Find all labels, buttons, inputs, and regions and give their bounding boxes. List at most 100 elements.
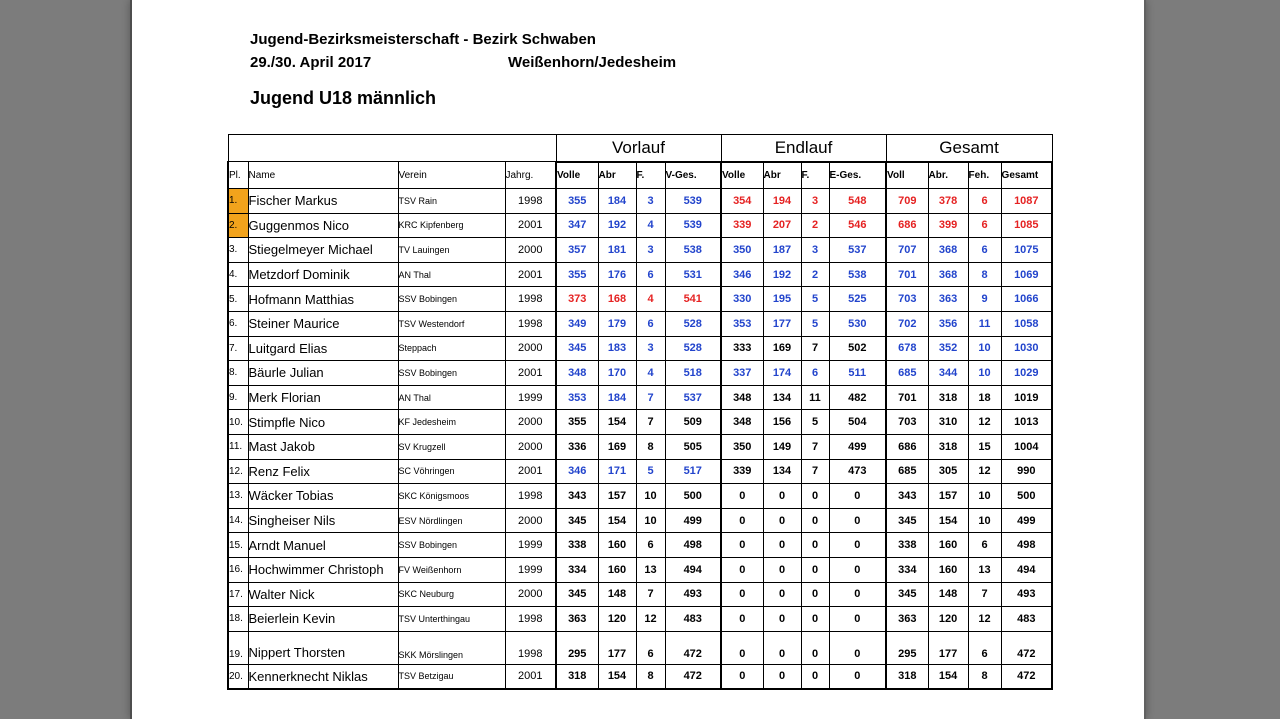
cell-endlauf-2: 7	[800, 335, 830, 362]
cell-year: 1999	[504, 532, 557, 558]
cell-year: 2001	[504, 261, 557, 288]
cell-place: 6.	[227, 310, 249, 337]
cell-vorlauf-2: 13	[635, 556, 666, 583]
cell-endlauf-3: 530	[828, 310, 888, 337]
table-row: 5. Hofmann Matthias SSV Bobingen 1998 373 168…	[227, 286, 1054, 312]
cell-place: 16.	[227, 556, 249, 583]
cell-endlauf-2: 0	[800, 630, 830, 665]
column-header-6: F.	[635, 161, 666, 189]
cell-gesamt-3: 1058	[1000, 310, 1054, 337]
cell-endlauf-1: 0	[762, 532, 802, 558]
cell-vorlauf-1: 184	[597, 384, 637, 411]
cell-gesamt-0: 686	[885, 433, 929, 460]
cell-gesamt-3: 1066	[1000, 286, 1054, 312]
cell-endlauf-0: 348	[720, 384, 764, 411]
cell-name: Hochwimmer Christoph	[247, 556, 399, 583]
column-header-3: Jahrg.	[504, 161, 557, 189]
cell-gesamt-0: 318	[885, 663, 929, 690]
cell-club: TV Lauingen	[397, 237, 506, 263]
cell-gesamt-3: 500	[1000, 483, 1054, 509]
cell-year: 2001	[504, 212, 557, 239]
cell-vorlauf-0: 363	[555, 606, 599, 632]
cell-gesamt-2: 7	[967, 581, 1002, 608]
cell-place: 9.	[227, 384, 249, 411]
cell-club: SKK Mörslingen	[397, 630, 506, 665]
table-row: 10. Stimpfle Nico KF Jedesheim 2000 355 154 7 5…	[227, 409, 1054, 435]
cell-year: 1998	[504, 310, 557, 337]
cell-vorlauf-1: 120	[597, 606, 637, 632]
group-header-blank	[227, 134, 557, 162]
cell-endlauf-0: 337	[720, 360, 764, 386]
cell-gesamt-1: 352	[927, 335, 969, 362]
cell-gesamt-3: 1029	[1000, 360, 1054, 386]
cell-vorlauf-3: 518	[664, 360, 722, 386]
cell-gesamt-3: 1013	[1000, 409, 1054, 435]
cell-endlauf-3: 502	[828, 335, 888, 362]
cell-endlauf-0: 0	[720, 556, 764, 583]
cell-name: Metzdorf Dominik	[247, 261, 399, 288]
cell-gesamt-0: 345	[885, 581, 929, 608]
cell-endlauf-1: 0	[762, 663, 802, 690]
table-body: 1. Fischer Markus TSV Rain 1998 355 184 3 539 35…	[227, 188, 1054, 690]
cell-gesamt-1: 157	[927, 483, 969, 509]
cell-vorlauf-2: 10	[635, 483, 666, 509]
cell-name: Arndt Manuel	[247, 532, 399, 558]
table-row: 9. Merk Florian AN Thal 1999 353 184 7 537 348 13…	[227, 384, 1054, 411]
cell-gesamt-1: 154	[927, 663, 969, 690]
table-row: 17. Walter Nick SKC Neuburg 2000 345 148 7 493 0…	[227, 581, 1054, 608]
cell-place: 11.	[227, 433, 249, 460]
cell-club: SSV Bobingen	[397, 360, 506, 386]
cell-place: 7.	[227, 335, 249, 362]
cell-gesamt-0: 685	[885, 458, 929, 485]
table-row: 1. Fischer Markus TSV Rain 1998 355 184 3 539 35…	[227, 188, 1054, 214]
cell-endlauf-0: 333	[720, 335, 764, 362]
cell-vorlauf-1: 179	[597, 310, 637, 337]
cell-gesamt-2: 8	[967, 261, 1002, 288]
cell-vorlauf-1: 192	[597, 212, 637, 239]
cell-vorlauf-2: 6	[635, 261, 666, 288]
table-row: 15. Arndt Manuel SSV Bobingen 1999 338 160 6 49…	[227, 532, 1054, 558]
cell-endlauf-2: 5	[800, 409, 830, 435]
cell-club: SKC Königsmoos	[397, 483, 506, 509]
cell-vorlauf-2: 6	[635, 532, 666, 558]
cell-endlauf-1: 195	[762, 286, 802, 312]
cell-endlauf-1: 0	[762, 606, 802, 632]
cell-gesamt-1: 368	[927, 237, 969, 263]
cell-vorlauf-2: 8	[635, 433, 666, 460]
cell-endlauf-0: 348	[720, 409, 764, 435]
cell-gesamt-2: 15	[967, 433, 1002, 460]
cell-endlauf-0: 346	[720, 261, 764, 288]
cell-vorlauf-0: 338	[555, 532, 599, 558]
column-header-row: Pl. Name Verein Jahrg. Volle Abr F. V-Ges. Volle…	[227, 161, 1054, 189]
cell-gesamt-0: 703	[885, 409, 929, 435]
cell-gesamt-0: 343	[885, 483, 929, 509]
cell-vorlauf-1: 160	[597, 556, 637, 583]
table-head: Vorlauf Endlauf Gesamt Pl. Name Verein Jahrg. V…	[227, 134, 1054, 189]
cell-gesamt-0: 707	[885, 237, 929, 263]
cell-vorlauf-0: 345	[555, 507, 599, 534]
cell-place: 18.	[227, 606, 249, 632]
cell-name: Wäcker Tobias	[247, 483, 399, 509]
cell-place: 10.	[227, 409, 249, 435]
event-date: 29./30. April 2017	[250, 54, 372, 71]
cell-gesamt-0: 345	[885, 507, 929, 534]
cell-year: 1998	[504, 483, 557, 509]
cell-vorlauf-3: 531	[664, 261, 722, 288]
cell-gesamt-1: 318	[927, 433, 969, 460]
table-row: 12. Renz Felix SC Vöhringen 2001 346 171 5 517 3…	[227, 458, 1054, 485]
cell-endlauf-3: 538	[828, 261, 888, 288]
cell-name: Beierlein Kevin	[247, 606, 399, 632]
cell-club: KF Jedesheim	[397, 409, 506, 435]
column-header-4: Volle	[555, 161, 599, 189]
cell-gesamt-1: 148	[927, 581, 969, 608]
cell-vorlauf-1: 157	[597, 483, 637, 509]
cell-endlauf-2: 5	[800, 310, 830, 337]
cell-club: SC Vöhringen	[397, 458, 506, 485]
cell-endlauf-0: 0	[720, 630, 764, 665]
cell-endlauf-0: 0	[720, 483, 764, 509]
cell-endlauf-3: 0	[828, 483, 888, 509]
cell-vorlauf-2: 3	[635, 237, 666, 263]
cell-gesamt-1: 344	[927, 360, 969, 386]
cell-gesamt-0: 703	[885, 286, 929, 312]
